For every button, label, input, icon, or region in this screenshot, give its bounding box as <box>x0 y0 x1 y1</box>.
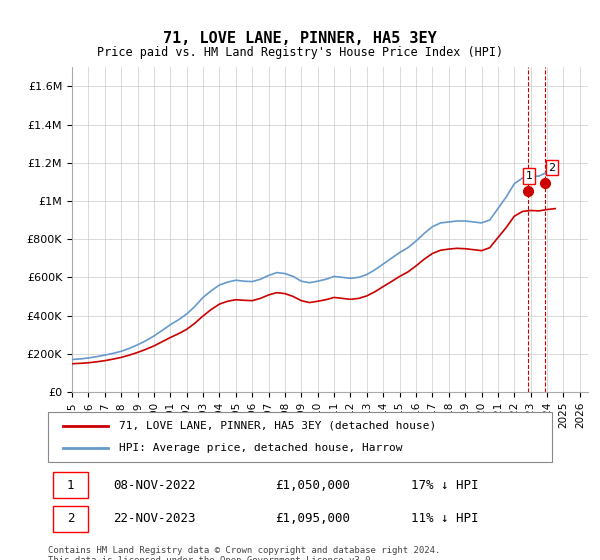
Text: Price paid vs. HM Land Registry's House Price Index (HPI): Price paid vs. HM Land Registry's House … <box>97 46 503 59</box>
FancyBboxPatch shape <box>53 472 88 498</box>
Text: 1: 1 <box>526 171 533 181</box>
Text: 1: 1 <box>67 479 74 492</box>
Text: £1,095,000: £1,095,000 <box>275 512 350 525</box>
Text: 08-NOV-2022: 08-NOV-2022 <box>113 479 196 492</box>
Text: 11% ↓ HPI: 11% ↓ HPI <box>411 512 478 525</box>
Text: 17% ↓ HPI: 17% ↓ HPI <box>411 479 478 492</box>
Text: £1,050,000: £1,050,000 <box>275 479 350 492</box>
Text: 22-NOV-2023: 22-NOV-2023 <box>113 512 196 525</box>
Text: Contains HM Land Registry data © Crown copyright and database right 2024.
This d: Contains HM Land Registry data © Crown c… <box>48 546 440 560</box>
Text: 71, LOVE LANE, PINNER, HA5 3EY (detached house): 71, LOVE LANE, PINNER, HA5 3EY (detached… <box>119 421 436 431</box>
Text: 2: 2 <box>548 162 556 172</box>
Text: 2: 2 <box>67 512 74 525</box>
Text: 71, LOVE LANE, PINNER, HA5 3EY: 71, LOVE LANE, PINNER, HA5 3EY <box>163 31 437 46</box>
FancyBboxPatch shape <box>48 412 552 462</box>
FancyBboxPatch shape <box>53 506 88 532</box>
Text: HPI: Average price, detached house, Harrow: HPI: Average price, detached house, Harr… <box>119 443 402 453</box>
